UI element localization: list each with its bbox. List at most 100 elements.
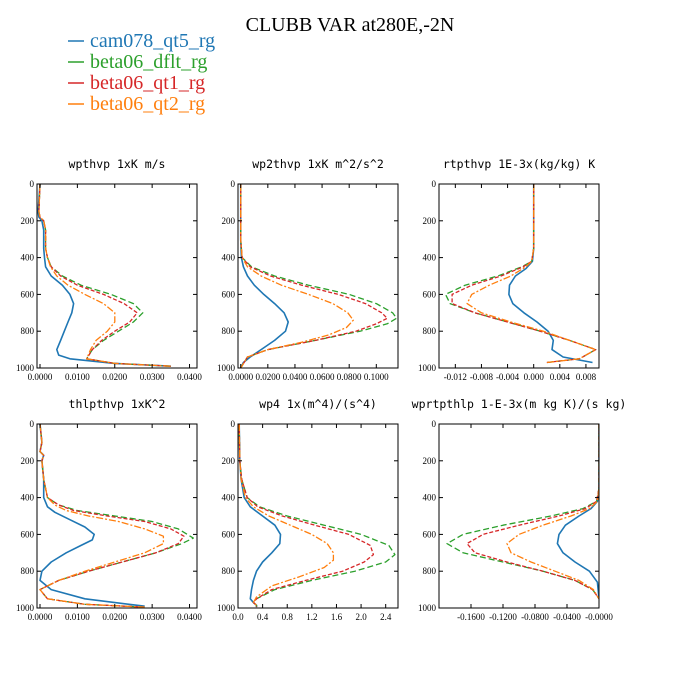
x-tick-label: -0.1600 xyxy=(457,612,485,622)
series-line xyxy=(238,424,375,608)
x-tick-label: 0.000 xyxy=(524,372,545,382)
y-tick-label: 800 xyxy=(21,566,35,576)
y-tick-label: 600 xyxy=(423,529,437,539)
plot-frame xyxy=(237,183,399,369)
chart-panel: rtpthvp 1E-3x(kg/kg) K02004006008001000-… xyxy=(418,157,600,382)
plot-frame xyxy=(36,423,198,609)
series-line xyxy=(39,424,165,608)
x-tick-label: 0.0200 xyxy=(102,372,127,382)
y-tick-label: 600 xyxy=(222,289,236,299)
y-tick-label: 200 xyxy=(21,216,35,226)
y-tick-label: 400 xyxy=(423,253,437,263)
y-tick-label: 0 xyxy=(30,179,35,189)
x-tick-label: 0.004 xyxy=(550,372,571,382)
series-line xyxy=(556,424,599,599)
x-tick-label: 0.1000 xyxy=(364,372,389,382)
series-line xyxy=(38,184,171,367)
x-tick-label: 0.0400 xyxy=(177,612,202,622)
y-tick-label: 200 xyxy=(222,456,236,466)
chart-panel: wprtpthlp 1-E-3x(m kg K)/(s kg) 0 200 400 60… xyxy=(412,397,627,622)
y-tick-label: 800 xyxy=(21,326,35,336)
x-tick-label: 2.4 xyxy=(380,612,392,622)
plot-frame xyxy=(438,183,600,369)
series-line xyxy=(451,184,597,364)
y-tick-label: 0 xyxy=(30,419,35,429)
x-tick-label: -0.004 xyxy=(496,372,520,382)
x-tick-label: 0.0300 xyxy=(140,612,165,622)
plot-frame xyxy=(438,423,600,609)
x-tick-label: 1.2 xyxy=(306,612,317,622)
series-line xyxy=(37,184,171,367)
x-tick-label: 0.0000 xyxy=(228,372,253,382)
y-tick-label: 400 xyxy=(222,493,236,503)
x-tick-label: 0.008 xyxy=(576,372,597,382)
y-tick-label: 600 xyxy=(423,289,437,299)
x-tick-label: -0.0000 xyxy=(585,612,613,622)
plot-frame xyxy=(237,423,399,609)
series-line xyxy=(238,424,282,608)
y-tick-label: 1000 xyxy=(16,363,35,373)
y-tick-label: 800 xyxy=(423,566,437,576)
series-line xyxy=(39,424,145,607)
panel-title: wp2thvp 1xK m^2/s^2 xyxy=(252,157,384,171)
x-tick-label: 0.8 xyxy=(282,612,294,622)
y-tick-label: 800 xyxy=(423,326,437,336)
series-line xyxy=(38,184,171,367)
x-tick-label: 0.0000 xyxy=(28,612,53,622)
x-tick-label: 0.0 xyxy=(232,612,244,622)
y-tick-label: 400 xyxy=(423,493,437,503)
series-line xyxy=(240,184,398,368)
legend: cam078_qt5_rgbeta06_dflt_rgbeta06_qt1_rg… xyxy=(68,30,215,115)
y-tick-label: 200 xyxy=(222,216,236,226)
panel-title: rtpthvp 1E-3x(kg/kg) K xyxy=(443,157,595,171)
y-tick-label: 1000 xyxy=(217,363,236,373)
x-tick-label: 0.0200 xyxy=(102,612,127,622)
x-tick-label: -0.0400 xyxy=(553,612,581,622)
series-line xyxy=(238,424,335,608)
y-tick-label: 800 xyxy=(222,566,236,576)
y-tick-label: 1000 xyxy=(418,603,437,613)
x-tick-label: -0.0800 xyxy=(521,612,549,622)
x-tick-label: 0.0100 xyxy=(65,372,90,382)
x-tick-label: 0.0300 xyxy=(140,372,165,382)
legend-label: beta06_qt2_rg xyxy=(90,93,205,115)
x-tick-label: 0.0400 xyxy=(283,372,308,382)
y-tick-label: 200 xyxy=(423,456,437,466)
y-tick-label: 1000 xyxy=(418,363,437,373)
series-line xyxy=(466,424,599,600)
x-tick-label: 0.0800 xyxy=(337,372,362,382)
y-tick-label: 600 xyxy=(222,529,236,539)
x-tick-label: 0.0000 xyxy=(28,372,53,382)
y-tick-label: 200 xyxy=(423,216,437,226)
x-tick-label: -0.008 xyxy=(470,372,494,382)
legend-label: beta06_qt1_rg xyxy=(90,72,205,94)
y-tick-label: 400 xyxy=(21,253,35,263)
x-tick-label: 0.0200 xyxy=(255,372,280,382)
series-line xyxy=(240,184,354,368)
figure-title: CLUBB VAR at280E,-2N xyxy=(246,14,455,36)
y-tick-label: 200 xyxy=(21,456,35,466)
panel-title: thlpthvp 1xK^2 xyxy=(69,397,166,411)
x-tick-label: 0.4 xyxy=(257,612,269,622)
y-tick-label: 1000 xyxy=(217,603,236,613)
x-tick-label: 1.6 xyxy=(331,612,343,622)
series-line xyxy=(239,184,290,368)
panel-title: wprtpthlp 1-E-3x(m kg K)/(s kg) xyxy=(412,397,627,411)
y-tick-label: 400 xyxy=(222,253,236,263)
y-tick-label: 0 xyxy=(231,419,236,429)
legend-label: beta06_dflt_rg xyxy=(90,51,207,73)
x-tick-label: -0.1200 xyxy=(489,612,517,622)
y-tick-label: 0 xyxy=(432,179,437,189)
x-tick-label: 0.0600 xyxy=(310,372,335,382)
x-tick-label: 0.0100 xyxy=(65,612,90,622)
panel-title: wpthvp 1xK m/s xyxy=(69,157,166,171)
y-tick-label: 600 xyxy=(21,529,35,539)
y-tick-label: 1000 xyxy=(16,603,35,613)
x-tick-label: -0.012 xyxy=(444,372,467,382)
series-line xyxy=(446,424,599,600)
